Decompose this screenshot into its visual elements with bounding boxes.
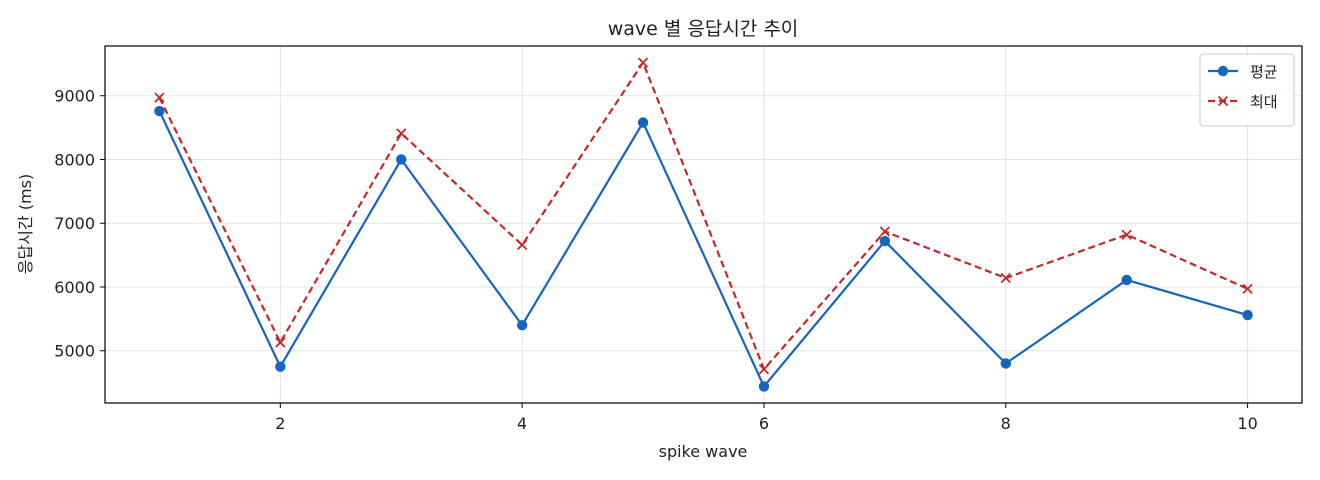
legend-box [1199,53,1295,127]
data-point-series-2 [154,92,165,103]
x-tick-label: 4 [517,414,527,433]
x-tick-label: 6 [759,414,769,433]
y-tick-label: 7000 [54,214,95,233]
data-point-series-2 [1000,272,1011,284]
y-tick-label: 6000 [54,278,95,297]
y-tick-label: 9000 [54,87,95,106]
data-point-series-1 [154,105,165,117]
chart-title: wave 별 응답시간 추이 [608,18,799,40]
plot-area-frame [104,45,1303,404]
x-tick-label: 2 [275,414,285,433]
data-point-series-1 [1000,358,1011,369]
data-point-series-1 [879,235,891,247]
x-tick-label: 8 [1001,414,1011,433]
legend-label: 평균 [1250,63,1278,81]
legend-swatch-marker [1217,95,1229,107]
data-point-series-2 [396,128,407,139]
y-tick-label: 5000 [54,342,95,361]
series-layer [154,57,1253,392]
data-point-series-1 [516,320,528,331]
data-point-series-2 [275,337,286,348]
data-point-series-2 [1242,283,1253,295]
legend-swatch-marker [1217,65,1229,77]
data-point-series-1 [1242,309,1253,321]
y-tick-label: 8000 [54,150,95,169]
data-point-series-1 [758,381,770,392]
data-point-series-2 [516,239,528,251]
data-point-series-1 [637,117,649,128]
grid-lines [105,46,1302,403]
data-point-series-2 [637,57,649,68]
series-line-1 [158,110,1248,388]
x-axis-label: spike wave [659,442,748,461]
data-point-series-2 [758,364,770,375]
y-axis-label: 응답시간 (ms) [16,174,35,274]
data-point-series-2 [1121,229,1132,240]
legend-label: 최대 [1250,93,1278,111]
axis-ticks: 2 4 6 8 10 5000 6000 7000 8000 9000 [54,87,1257,433]
data-point-series-1 [396,154,407,165]
data-point-series-1 [275,361,286,372]
data-point-series-1 [1121,274,1132,286]
series-line-2 [158,61,1249,371]
data-point-series-2 [879,226,891,237]
x-tick-label: 10 [1237,414,1257,433]
